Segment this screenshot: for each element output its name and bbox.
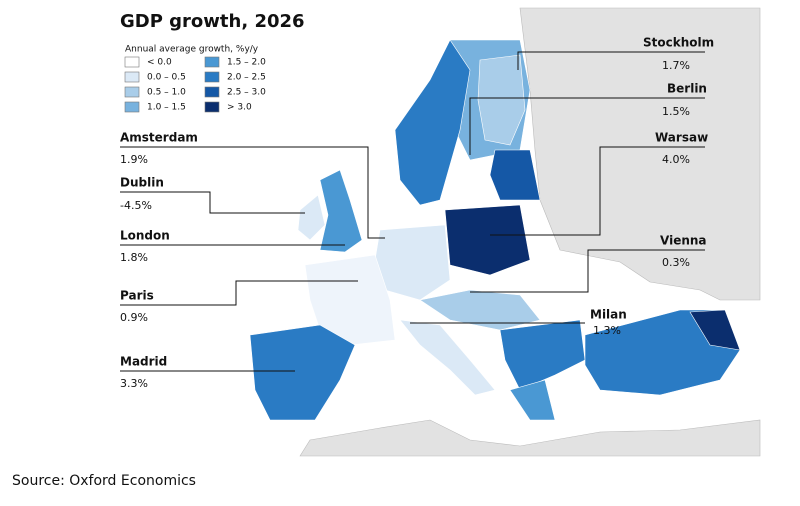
legend-label: 0.0 – 0.5 (147, 73, 186, 83)
legend-label: 1.0 – 1.5 (147, 103, 186, 113)
ireland (297, 194, 326, 241)
source: Source: Oxford Economics (12, 473, 196, 489)
legend-swatch (204, 86, 220, 98)
city-name: Vienna (660, 234, 707, 248)
leader-paris (120, 280, 358, 306)
legend-label: < 0.0 (147, 58, 172, 68)
city-name: Madrid (120, 355, 167, 369)
leader-warsaw (490, 146, 705, 236)
leader-berlin (469, 97, 705, 155)
city-name: Berlin (667, 82, 707, 96)
legend: < 0.0 0.0 – 0.5 0.5 – 1.0 1.0 – 1.5 1.5 – 2.… (124, 56, 266, 113)
turkey (584, 309, 741, 396)
city-name: Amsterdam (120, 131, 198, 145)
city-value: 3.3% (120, 377, 148, 390)
legend-swatch (124, 86, 140, 98)
legend-label: > 3.0 (227, 103, 252, 113)
africa (299, 419, 761, 457)
city-value: 0.9% (120, 311, 148, 324)
city-value: 4.0% (662, 153, 690, 166)
central-east (419, 289, 541, 331)
legend-swatch (204, 101, 220, 113)
baltics (489, 149, 541, 201)
city-value: 1.8% (120, 251, 148, 264)
legend-label: 1.5 – 2.0 (227, 58, 266, 68)
legend-swatch (124, 101, 140, 113)
legend-label: 2.5 – 3.0 (227, 88, 266, 98)
title: GDP growth, 2026 (120, 11, 305, 32)
city-name: Milan (590, 308, 627, 322)
legend-swatch (124, 71, 140, 83)
poland (444, 204, 531, 276)
leader-amsterdam (120, 146, 385, 239)
leader-dublin (120, 191, 305, 214)
finland (477, 54, 526, 146)
city-name: London (120, 229, 170, 243)
non-eu-east (519, 7, 761, 301)
legend-title: Annual average growth, %y/y (125, 45, 259, 55)
city-name: Paris (120, 289, 154, 303)
leader-stockholm (517, 51, 705, 70)
city-value: 1.5% (662, 105, 690, 118)
uk (319, 169, 363, 253)
legend-swatch (204, 56, 220, 68)
city-labels: Stockholm 1.7% Berlin 1.5% Warsaw 4.0% V… (120, 36, 714, 391)
balkans (499, 319, 586, 391)
leader-lines (120, 51, 705, 372)
city-value: 1.7% (662, 59, 690, 72)
legend-label: 0.5 – 1.0 (147, 88, 186, 98)
legend-swatch (124, 56, 140, 68)
city-value: 1.9% (120, 153, 148, 166)
legend-label: 2.0 – 2.5 (227, 73, 266, 83)
italy (399, 319, 496, 396)
greece (509, 379, 556, 421)
leader-vienna (470, 249, 705, 293)
city-value: 1.3% (593, 324, 621, 337)
city-value: -4.5% (120, 199, 152, 212)
city-name: Warsaw (655, 131, 708, 145)
city-name: Stockholm (643, 36, 714, 50)
turkey-east (689, 309, 741, 351)
map (100, 7, 761, 457)
norway-sweden (394, 39, 471, 206)
legend-swatch (204, 71, 220, 83)
france (304, 254, 396, 346)
city-name: Dublin (120, 176, 164, 190)
iberia (249, 324, 356, 421)
city-value: 0.3% (662, 256, 690, 269)
